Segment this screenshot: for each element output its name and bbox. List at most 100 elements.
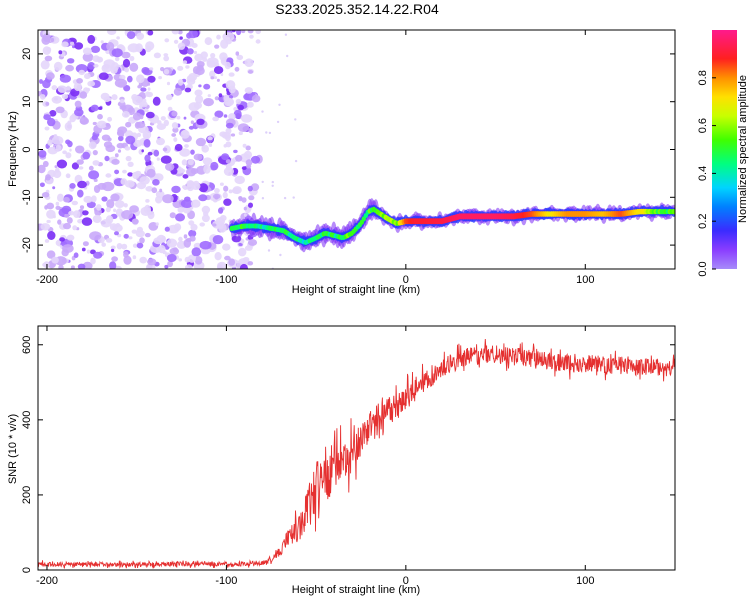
noise-blob xyxy=(93,178,98,182)
noise-blob xyxy=(74,108,84,117)
snr-line xyxy=(38,338,675,569)
noise-blob xyxy=(173,137,178,143)
noise-blob xyxy=(51,85,58,91)
noise-blob xyxy=(241,197,247,203)
noise-blob xyxy=(47,231,56,240)
noise-blob xyxy=(172,127,179,133)
noise-blob xyxy=(185,264,193,269)
noise-blob xyxy=(164,38,170,43)
noise-blob xyxy=(171,30,180,35)
noise-blob xyxy=(143,139,151,148)
noise-blob xyxy=(188,73,198,81)
noise-blob xyxy=(224,255,231,261)
noise-blob xyxy=(247,185,253,192)
noise-blob xyxy=(88,170,100,180)
noise-blob xyxy=(57,219,62,225)
noise-blob xyxy=(116,129,124,137)
noise-blob xyxy=(144,204,151,214)
noise-blob xyxy=(177,42,186,50)
noise-blob xyxy=(247,30,254,34)
y-tick-label: 0 xyxy=(21,567,33,573)
noise-blob xyxy=(126,31,136,40)
noise-blob xyxy=(265,131,268,134)
noise-blob xyxy=(206,57,219,67)
noise-blob xyxy=(276,120,280,124)
noise-blob xyxy=(223,94,230,102)
noise-blob xyxy=(82,151,91,160)
noise-blob xyxy=(105,123,111,127)
noise-blob xyxy=(212,223,217,227)
noise-blob xyxy=(75,64,88,74)
noise-blob xyxy=(47,146,58,155)
noise-blob xyxy=(166,94,173,101)
noise-blob xyxy=(169,212,176,219)
noise-blob xyxy=(268,131,272,135)
noise-blob xyxy=(151,187,158,194)
noise-blob xyxy=(123,203,128,208)
noise-blob xyxy=(70,265,75,269)
colorbar-ticks: 0.0 0.2 0.4 0.6 0.8 xyxy=(697,70,716,277)
noise-blob xyxy=(92,214,102,224)
noise-blob xyxy=(40,60,50,70)
noise-blob xyxy=(228,72,235,77)
noise-blob xyxy=(92,150,98,156)
noise-blob xyxy=(118,135,124,142)
noise-blob xyxy=(86,249,91,254)
noise-blob xyxy=(111,256,118,262)
noise-blob xyxy=(147,87,151,91)
noise-blob xyxy=(153,52,161,59)
noise-blob xyxy=(123,251,129,258)
noise-blob xyxy=(132,255,137,260)
noise-blob xyxy=(284,33,288,36)
noise-blob xyxy=(101,196,108,202)
noise-blob xyxy=(122,58,131,68)
noise-blob xyxy=(261,180,264,184)
noise-blob xyxy=(190,120,194,124)
noise-blob xyxy=(185,65,190,69)
noise-blob xyxy=(119,99,125,104)
noise-blob xyxy=(147,82,151,86)
noise-blob xyxy=(199,222,205,227)
noise-blob xyxy=(109,261,117,269)
noise-blob xyxy=(90,257,96,265)
noise-blob xyxy=(87,62,96,70)
noise-blob xyxy=(179,36,183,40)
noise-blob xyxy=(127,161,134,167)
noise-blob xyxy=(203,98,214,107)
noise-blob xyxy=(117,149,122,153)
noise-blob xyxy=(107,30,117,35)
noise-blob xyxy=(39,94,46,99)
noise-blob xyxy=(57,85,67,93)
noise-blob xyxy=(234,66,240,72)
noise-blob xyxy=(73,82,82,92)
noise-blob xyxy=(132,112,142,121)
noise-blob xyxy=(124,67,130,73)
noise-blob xyxy=(147,211,155,220)
y-tick-label: -10 xyxy=(21,189,33,205)
noise-blob xyxy=(81,217,93,226)
signal-trace xyxy=(228,198,675,253)
noise-blob xyxy=(191,43,198,48)
noise-blob xyxy=(213,76,218,80)
noise-blob xyxy=(59,74,71,83)
noise-blob xyxy=(174,143,183,152)
noise-blob xyxy=(52,186,56,190)
noise-blob xyxy=(55,201,60,206)
noise-blob xyxy=(145,41,155,51)
noise-blob xyxy=(198,183,209,193)
noise-blob xyxy=(201,205,211,214)
y-tick-label: 200 xyxy=(21,486,33,504)
noise-blob xyxy=(103,96,111,103)
noise-blob xyxy=(194,255,203,265)
noise-blob xyxy=(192,66,200,75)
snr-ticks: -200 -100 0 100 0 200 400 600 xyxy=(21,326,675,587)
noise-blob xyxy=(164,226,170,232)
noise-blob xyxy=(140,87,147,92)
noise-blob xyxy=(139,114,144,120)
noise-blob xyxy=(55,144,62,152)
colorbar: 0.0 0.2 0.4 0.6 0.8 Normalized spectral ampl… xyxy=(697,30,749,277)
noise-blob xyxy=(249,34,254,39)
noise-blob xyxy=(225,122,234,129)
noise-blob xyxy=(174,223,182,232)
